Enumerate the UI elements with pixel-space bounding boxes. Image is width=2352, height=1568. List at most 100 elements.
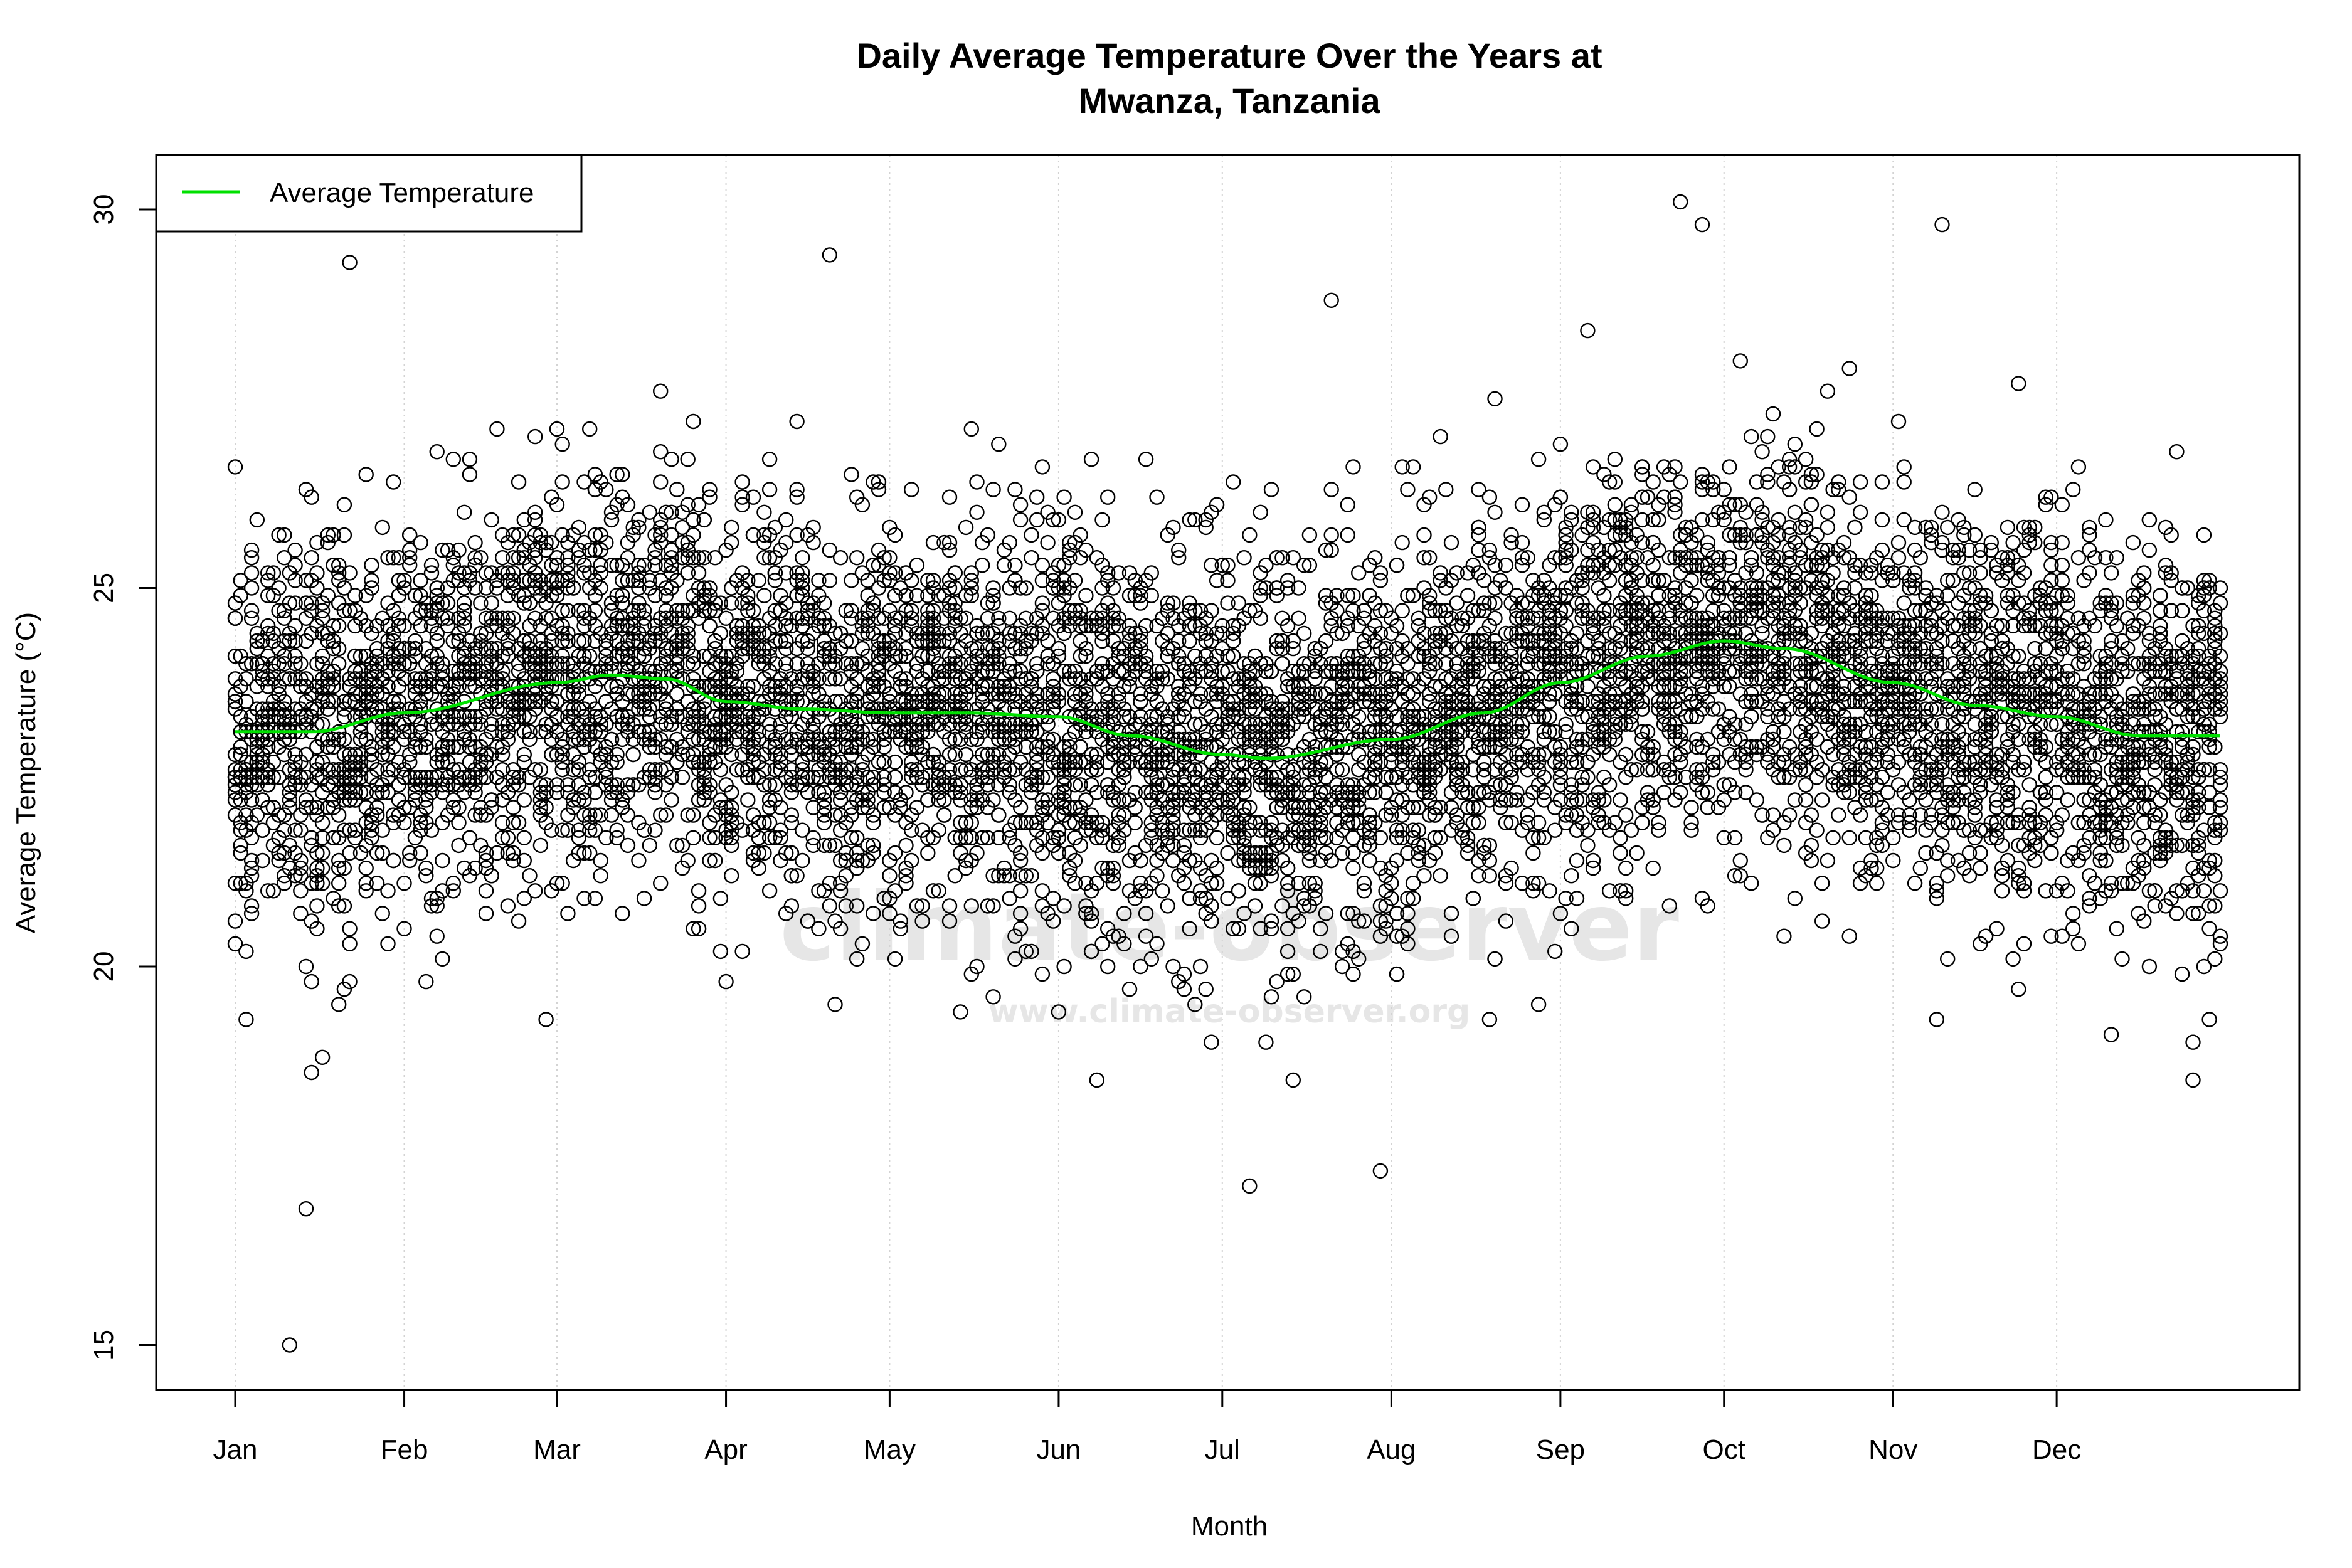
data-point: [1814, 792, 1830, 808]
data-point: [2011, 376, 2026, 391]
data-point: [1705, 761, 1721, 778]
data-point: [1694, 512, 1710, 528]
data-point: [527, 542, 543, 558]
data-point: [2016, 936, 2032, 952]
data-point: [876, 550, 892, 566]
data-point: [2027, 640, 2043, 657]
data-point: [2103, 565, 2119, 581]
data-point: [380, 936, 396, 952]
data-point: [1951, 761, 1966, 778]
data-point: [1929, 625, 1945, 642]
data-point: [1220, 716, 1236, 733]
data-point: [974, 558, 990, 573]
data-point: [723, 867, 739, 884]
data-point: [1024, 527, 1039, 543]
data-point: [1209, 716, 1225, 733]
data-point: [2065, 906, 2081, 921]
data-point: [2054, 731, 2070, 748]
data-point: [958, 610, 974, 626]
data-point: [2147, 898, 2163, 914]
data-point: [1236, 906, 1252, 921]
data-point: [516, 754, 532, 770]
data-point: [615, 694, 630, 709]
data-point: [1242, 527, 1258, 543]
data-point: [1530, 815, 1547, 830]
data-point: [761, 482, 778, 497]
data-point: [1018, 777, 1034, 793]
data-point: [326, 640, 341, 657]
data-point: [331, 618, 347, 634]
data-point: [1738, 785, 1754, 800]
data-point: [1967, 716, 1983, 733]
data-point: [909, 800, 925, 815]
data-point: [243, 603, 260, 618]
data-point: [1165, 837, 1181, 854]
data-point: [1509, 671, 1525, 687]
data-point: [418, 973, 434, 990]
data-point: [2185, 770, 2201, 785]
data-point: [1520, 618, 1535, 634]
data-point: [451, 679, 467, 694]
data-point: [1182, 633, 1197, 649]
data-point: [1863, 618, 1879, 634]
data-point: [1242, 724, 1258, 740]
data-point: [925, 679, 941, 694]
data-point: [1269, 701, 1285, 717]
data-point: [658, 603, 674, 618]
data-point: [909, 625, 925, 642]
data-point: [369, 777, 385, 793]
data-point: [532, 640, 549, 657]
data-point: [386, 550, 401, 566]
data-point: [1083, 452, 1099, 467]
data-point: [1214, 777, 1231, 793]
data-point: [467, 664, 483, 679]
data-point: [1253, 580, 1268, 596]
data-point: [554, 618, 570, 634]
data-point: [1220, 724, 1236, 740]
data-point: [233, 792, 248, 808]
data-point: [1094, 603, 1110, 618]
data-point: [1214, 664, 1231, 679]
data-point: [1204, 1034, 1219, 1050]
data-point: [1820, 519, 1836, 536]
data-point: [620, 633, 636, 649]
data-point: [903, 754, 919, 770]
data-point: [478, 860, 494, 876]
data-point: [980, 595, 996, 611]
data-point: [1596, 618, 1612, 634]
data-point: [2070, 936, 2087, 952]
data-point: [1552, 603, 1569, 618]
data-point: [2190, 595, 2206, 611]
data-point: [265, 655, 282, 672]
data-point: [277, 822, 292, 838]
data-point: [1133, 754, 1148, 770]
data-point: [1133, 883, 1148, 899]
data-point: [336, 898, 352, 914]
data-point: [647, 785, 663, 800]
data-point: [1384, 807, 1399, 823]
data-point: [985, 595, 1001, 611]
data-point: [1961, 565, 1978, 581]
data-point: [277, 867, 292, 884]
data-point: [1433, 761, 1448, 778]
data-point: [832, 770, 849, 785]
data-point: [462, 664, 478, 679]
data-point: [773, 822, 788, 838]
data-point: [1067, 724, 1083, 740]
data-point: [2000, 852, 2016, 869]
data-point: [1204, 558, 1219, 573]
data-point: [576, 891, 592, 906]
data-point: [1912, 860, 1929, 876]
data-point: [342, 936, 358, 952]
data-point: [1874, 822, 1890, 838]
data-point: [1683, 625, 1699, 642]
data-point: [2131, 867, 2146, 884]
data-point: [931, 655, 946, 672]
data-point: [712, 761, 729, 778]
data-point: [1798, 452, 1814, 467]
data-point: [761, 550, 778, 566]
data-point: [1640, 550, 1656, 566]
data-point: [603, 558, 620, 573]
data-point: [1046, 573, 1061, 588]
data-point: [1192, 830, 1209, 846]
